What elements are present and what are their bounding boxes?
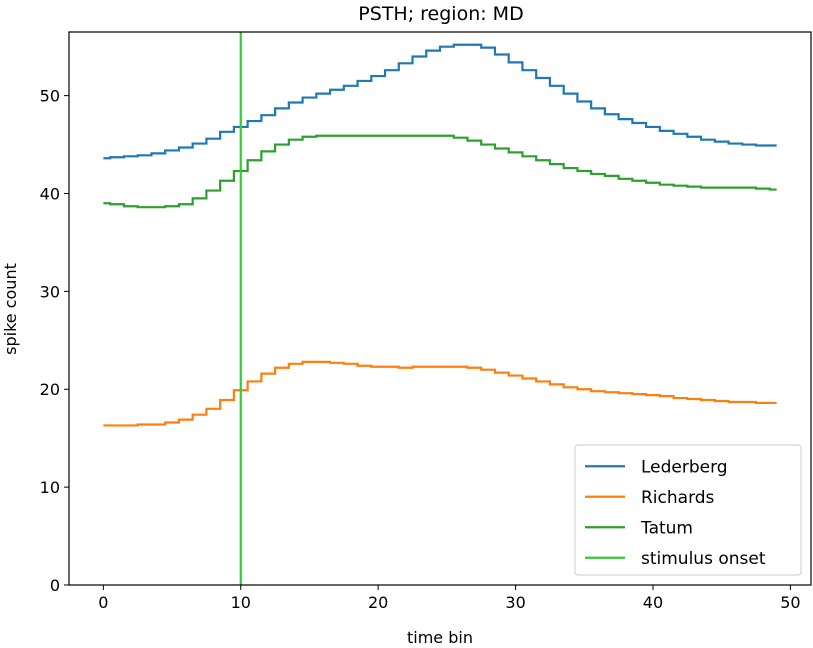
- y-tick-label: 0: [50, 576, 60, 595]
- legend: Lederberg Richards Tatum stimulus onset: [574, 444, 802, 576]
- x-tick-label: 10: [231, 593, 251, 612]
- x-tick-label: 0: [98, 593, 108, 612]
- x-tick-label: 30: [505, 593, 525, 612]
- y-tick-label: 30: [40, 282, 60, 301]
- series-line-richards: [103, 360, 777, 427]
- plot-frame: [68, 31, 812, 586]
- legend-box: [574, 444, 802, 576]
- x-tick-label: 50: [780, 593, 800, 612]
- y-tick-label: 10: [40, 478, 60, 497]
- x-axis-label: time bin: [407, 628, 473, 647]
- chart-title: PSTH; region: MD: [358, 3, 523, 25]
- y-axis-label: spike count: [1, 263, 20, 355]
- axes: 0 10 20 30 40 50 0 10 20 30 40 50: [40, 87, 801, 612]
- series-line-lederberg: [103, 43, 777, 160]
- y-tick-label: 40: [40, 184, 60, 203]
- x-tick-label: 40: [643, 593, 663, 612]
- y-tick-label: 20: [40, 380, 60, 399]
- legend-label: Tatum: [640, 518, 693, 538]
- y-tick-label: 50: [40, 87, 60, 106]
- legend-label: Lederberg: [641, 457, 728, 477]
- x-tick-label: 20: [368, 593, 388, 612]
- legend-label: Richards: [641, 488, 715, 508]
- legend-label: stimulus onset: [641, 549, 766, 569]
- series-line-tatum: [103, 134, 777, 209]
- plot-area: [103, 32, 777, 585]
